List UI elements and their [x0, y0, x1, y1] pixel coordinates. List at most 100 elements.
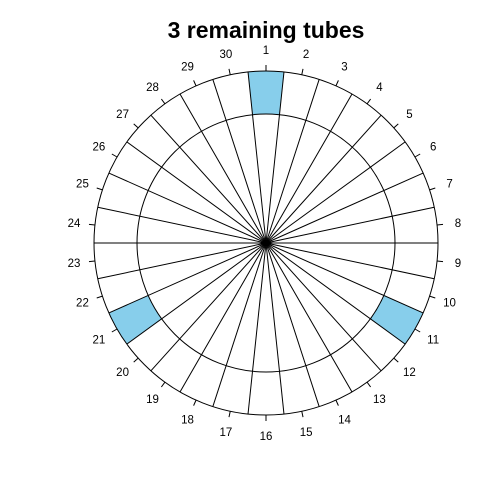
- slot-tick: [414, 328, 421, 333]
- slot-number-label: 29: [181, 62, 194, 74]
- slot-divider: [265, 242, 424, 314]
- slot-empty: [150, 338, 202, 392]
- slot-divider: [179, 242, 267, 393]
- slot-tick: [393, 123, 399, 129]
- slot-empty: [352, 318, 406, 371]
- slot-number-label: 24: [68, 218, 81, 230]
- slot-tick: [437, 223, 444, 226]
- tick-layer: [88, 65, 444, 421]
- label-layer: 1 234567891011121314151617181920212223242…: [68, 45, 461, 443]
- slot-number-label: 21: [92, 335, 105, 347]
- slot-empty: [392, 243, 438, 279]
- slot-tick: [366, 98, 372, 105]
- slot-tick: [393, 357, 399, 363]
- slot-divider: [150, 114, 267, 244]
- slot-empty: [279, 71, 320, 121]
- slot-tick: [301, 68, 304, 75]
- slot-empty: [94, 243, 140, 279]
- slot-divider: [265, 79, 320, 244]
- slot-empty: [305, 79, 352, 132]
- slot-empty: [180, 79, 227, 132]
- slot-number-label: 14: [338, 414, 351, 426]
- slot-tick: [335, 399, 339, 406]
- slot-tick: [96, 295, 103, 299]
- slot-layer: [94, 71, 438, 415]
- slot-number-label: 3: [341, 62, 347, 74]
- slot-tick: [366, 381, 372, 388]
- slot-empty: [330, 338, 382, 392]
- slot-empty: [212, 71, 253, 121]
- slot-tick: [88, 260, 95, 263]
- slot-empty: [180, 354, 227, 407]
- slot-empty: [383, 269, 435, 313]
- slot-divider: [126, 141, 267, 244]
- slot-number-label: 13: [373, 394, 386, 406]
- slot-divider: [265, 242, 382, 372]
- slot-number-label: 7: [446, 178, 452, 190]
- slot-tick: [429, 187, 436, 191]
- slot-number-label: 6: [430, 142, 436, 154]
- slot-tick: [335, 80, 339, 87]
- slot-empty: [94, 207, 140, 243]
- slot-tick: [228, 411, 231, 418]
- slot-tick: [414, 153, 421, 158]
- slot-number-label: 22: [76, 298, 89, 310]
- slot-divider: [265, 242, 406, 345]
- slot-number-label: 1: [263, 45, 269, 57]
- slot-tick: [133, 357, 139, 363]
- slot-empty: [126, 115, 180, 168]
- slot-number-label: 23: [68, 258, 81, 270]
- slot-divider: [97, 242, 267, 280]
- diagram-title: 3 remaining tubes: [168, 17, 365, 43]
- slot-number-label: 15: [300, 427, 313, 439]
- slot-empty: [126, 318, 180, 371]
- slot-number-label: 25: [76, 178, 89, 190]
- slot-divider: [126, 242, 267, 345]
- slot-divider: [212, 242, 267, 407]
- slot-number-label: 8: [455, 218, 461, 230]
- slot-divider: [212, 79, 267, 244]
- slot-divider: [265, 242, 435, 280]
- slot-number-label: 26: [92, 142, 105, 154]
- slot-number-label: 20: [116, 367, 129, 379]
- slot-tick: [193, 399, 197, 406]
- slot-divider: [265, 206, 435, 244]
- slot-empty: [279, 365, 320, 415]
- slot-tick: [160, 98, 166, 105]
- slot-divider: [108, 242, 267, 314]
- slot-tick: [228, 68, 231, 75]
- slot-divider: [265, 93, 353, 244]
- slot-number-label: 10: [443, 298, 456, 310]
- slot-divider: [150, 242, 267, 372]
- slot-tick: [96, 187, 103, 191]
- slot-number-label: 4: [376, 82, 383, 94]
- slot-number-label: 19: [146, 394, 159, 406]
- center-hub: [263, 240, 269, 246]
- slot-number-label: 9: [455, 258, 461, 270]
- slot-number-label: 28: [146, 82, 159, 94]
- slot-empty: [305, 354, 352, 407]
- slot-divider: [265, 242, 320, 407]
- slot-empty: [383, 173, 435, 217]
- slot-divider: [265, 141, 406, 244]
- slot-divider: [97, 206, 267, 244]
- spoke-layer: [94, 71, 438, 415]
- slot-number-label: 2: [303, 49, 309, 61]
- slot-tick: [111, 328, 118, 333]
- slot-tick: [111, 153, 118, 158]
- slot-divider: [108, 172, 267, 244]
- slot-divider: [265, 114, 382, 244]
- slot-number-label: 11: [427, 335, 439, 347]
- slot-tick: [193, 80, 197, 87]
- slot-number-label: 18: [181, 414, 194, 426]
- slot-number-label: 16: [260, 431, 273, 443]
- slot-empty: [212, 365, 253, 415]
- slot-tick: [437, 260, 444, 263]
- slot-empty: [392, 207, 438, 243]
- slot-divider: [247, 242, 267, 415]
- slot-tick: [429, 295, 436, 299]
- slot-divider: [247, 71, 267, 244]
- slot-number-label: 5: [406, 109, 412, 121]
